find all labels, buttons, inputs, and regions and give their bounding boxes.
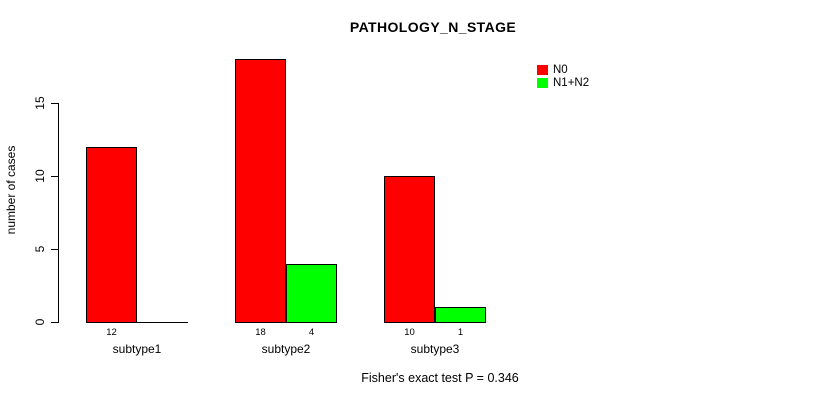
bar-value-label: 18 xyxy=(255,327,266,338)
legend-color-swatch xyxy=(537,64,548,75)
bar-subtype3-N1+N2 xyxy=(435,307,486,323)
legend-label: N1+N2 xyxy=(553,76,590,89)
bar-subtype1-N0 xyxy=(86,147,137,323)
bar-value-label: 10 xyxy=(404,327,415,338)
bar-subtype2-N0 xyxy=(235,59,286,323)
x-category-label: subtype2 xyxy=(261,342,311,356)
y-axis-tick-label: 15 xyxy=(33,96,47,110)
y-axis-tick-label: 5 xyxy=(33,245,47,253)
bar-subtype1-N1+N2 xyxy=(137,322,188,323)
y-axis-tick-label: 0 xyxy=(33,318,47,326)
legend-item: N0 xyxy=(537,63,589,76)
y-axis-tick xyxy=(51,175,58,177)
bar-subtype2-N1+N2 xyxy=(286,264,337,323)
legend-label: N0 xyxy=(553,63,568,76)
y-axis-tick xyxy=(51,248,58,250)
y-axis-tick xyxy=(51,321,58,323)
bar-value-label: 1 xyxy=(457,327,464,338)
x-category-label: subtype3 xyxy=(410,342,460,356)
chart-title: PATHOLOGY_N_STAGE xyxy=(349,19,517,35)
y-axis-tick-label: 10 xyxy=(33,169,47,183)
bar-subtype3-N0 xyxy=(384,176,435,323)
legend: N0 N1+N2 xyxy=(537,63,589,89)
legend-item: N1+N2 xyxy=(537,76,589,89)
legend-color-swatch xyxy=(537,77,548,88)
bar-value-label: 4 xyxy=(308,327,315,338)
y-axis-label: number of cases xyxy=(4,145,18,235)
fisher-test-annotation: Fisher's exact test P = 0.346 xyxy=(361,371,519,385)
bar-value-label: 12 xyxy=(106,327,117,338)
y-axis-tick xyxy=(51,102,58,104)
x-category-label: subtype1 xyxy=(112,342,162,356)
y-axis-line xyxy=(58,103,59,323)
